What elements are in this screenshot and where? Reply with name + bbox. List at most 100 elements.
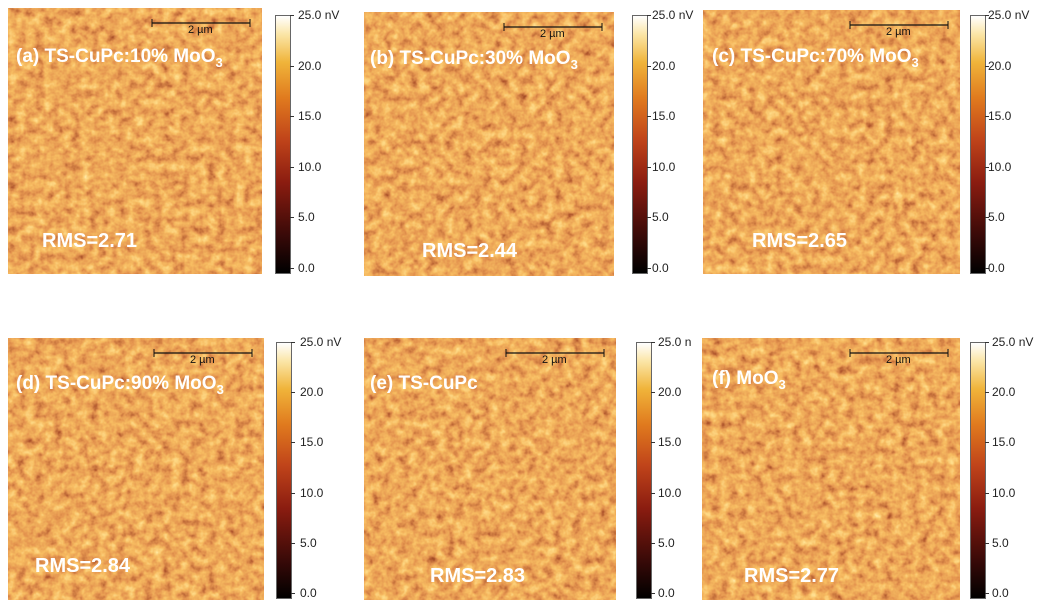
label-text: (e) TS-CuPc — [370, 373, 478, 394]
colorbar-tick — [985, 116, 989, 118]
colorbar-tick — [985, 65, 989, 67]
colorbar-tick-label: 15.0 — [992, 435, 1016, 450]
texture-part — [8, 8, 262, 274]
colorbar-tick-label: 20.0 — [988, 58, 1012, 73]
colorbar-tick — [291, 442, 295, 444]
colorbar-tick — [985, 442, 989, 444]
colorbar-tick — [985, 542, 989, 544]
colorbar-tick — [985, 166, 989, 168]
texture-part — [702, 338, 960, 600]
colorbar-tick-label: 25.0 nV — [300, 335, 342, 349]
afm-image — [702, 338, 960, 600]
colorbar-tick-label: 20.0 — [658, 385, 682, 400]
afm-image — [8, 338, 264, 600]
colorbar-tick-label: 0.0 — [988, 261, 1005, 275]
colorbar-tick-label: 10.0 — [652, 159, 676, 174]
scale-bar-label: 2 µm — [188, 24, 213, 36]
colorbar-tick-label: 20.0 — [298, 58, 322, 73]
afm-image — [364, 12, 614, 276]
colorbar-tick-label: 10.0 — [298, 159, 322, 174]
colorbar-tick-label: 5.0 — [652, 210, 669, 225]
colorbar-tick-label: 20.0 — [300, 385, 324, 400]
rms-label: RMS=2.65 — [752, 230, 848, 252]
colorbar-tick — [290, 116, 294, 118]
afm-image — [703, 10, 960, 274]
colorbar-tick — [647, 166, 651, 168]
colorbar-tick-label: 5.0 — [298, 210, 315, 225]
label-text: (a) TS-CuPc:10% MoO — [16, 46, 216, 67]
colorbar-tick-label: 15.0 — [652, 109, 676, 124]
colorbar-tick — [985, 217, 989, 219]
rms-label: RMS=2.84 — [35, 555, 131, 577]
colorbar-tick-label: 5.0 — [300, 535, 317, 550]
label-subscript: 3 — [911, 54, 919, 70]
colorbar-tick-label: 5.0 — [992, 535, 1009, 550]
colorbar-tick-label: 25.0 n — [658, 335, 692, 349]
colorbar-tick-label: 20.0 — [992, 385, 1016, 400]
colorbar-tick-label: 0.0 — [300, 586, 317, 600]
colorbar-tick — [291, 593, 295, 594]
colorbar-tick — [290, 15, 294, 16]
colorbar-tick — [651, 593, 655, 594]
colorbar-tick — [651, 492, 655, 494]
colorbar-tick — [985, 342, 989, 343]
colorbar-tick-label: 25.0 nV — [298, 8, 340, 22]
colorbar-tick-label: 15.0 — [988, 109, 1012, 124]
scale-bar-label: 2 µm — [886, 26, 911, 38]
colorbar-tick — [290, 217, 294, 219]
panel-label: (e) TS-CuPc — [370, 373, 478, 395]
label-text: (c) TS-CuPc:70% MoO — [712, 46, 912, 67]
colorbar-tick-label: 0.0 — [652, 261, 669, 275]
colorbar-tick — [291, 492, 295, 494]
colorbar-tick — [985, 392, 989, 394]
colorbar — [275, 15, 291, 274]
colorbar-tick — [651, 392, 655, 394]
label-subscript: 3 — [215, 54, 223, 70]
panel-label: (b) TS-CuPc:30% MoO3 — [370, 48, 578, 72]
colorbar-tick — [985, 268, 989, 269]
colorbar-tick — [290, 65, 294, 67]
panel-label: (c) TS-CuPc:70% MoO3 — [712, 46, 919, 70]
colorbar-tick-label: 20.0 — [652, 58, 676, 73]
colorbar — [632, 15, 648, 274]
label-subscript: 3 — [570, 56, 578, 72]
colorbar-tick — [291, 392, 295, 394]
afm-image — [8, 8, 262, 274]
panel-label: (f) MoO3 — [712, 368, 786, 392]
colorbar-tick — [647, 65, 651, 67]
colorbar — [970, 342, 986, 599]
colorbar-tick — [647, 217, 651, 219]
colorbar-tick-label: 15.0 — [298, 109, 322, 124]
colorbar-tick — [291, 542, 295, 544]
scale-bar-label: 2 µm — [540, 28, 565, 40]
colorbar-tick-label: 10.0 — [658, 485, 682, 500]
colorbar-tick — [647, 116, 651, 118]
colorbar-tick-label: 0.0 — [658, 586, 675, 600]
texture-part — [703, 10, 960, 274]
colorbar-tick-label: 15.0 — [658, 435, 682, 450]
colorbar-tick — [647, 268, 651, 269]
afm-image — [364, 338, 616, 600]
colorbar-tick — [647, 15, 651, 16]
texture-part — [8, 338, 264, 600]
colorbar-tick — [291, 342, 295, 343]
texture-part — [364, 338, 616, 600]
colorbar-tick-label: 10.0 — [300, 485, 324, 500]
colorbar-tick-label: 10.0 — [988, 159, 1012, 174]
label-subscript: 3 — [778, 376, 786, 392]
colorbar-tick-label: 25.0 nV — [652, 8, 694, 22]
colorbar-tick-label: 5.0 — [988, 210, 1005, 225]
colorbar-tick-label: 0.0 — [298, 261, 315, 275]
colorbar-tick-label: 25.0 nV — [992, 335, 1034, 349]
panel-label: (a) TS-CuPc:10% MoO3 — [16, 46, 223, 70]
scale-bar-label: 2 µm — [886, 354, 911, 366]
colorbar-tick — [290, 166, 294, 168]
rms-label: RMS=2.77 — [744, 565, 840, 587]
colorbar-tick — [651, 542, 655, 544]
label-text: (b) TS-CuPc:30% MoO — [370, 48, 571, 69]
colorbar-tick — [985, 492, 989, 494]
colorbar-tick-label: 10.0 — [992, 485, 1016, 500]
colorbar — [276, 342, 292, 599]
panel-label: (d) TS-CuPc:90% MoO3 — [16, 373, 224, 397]
